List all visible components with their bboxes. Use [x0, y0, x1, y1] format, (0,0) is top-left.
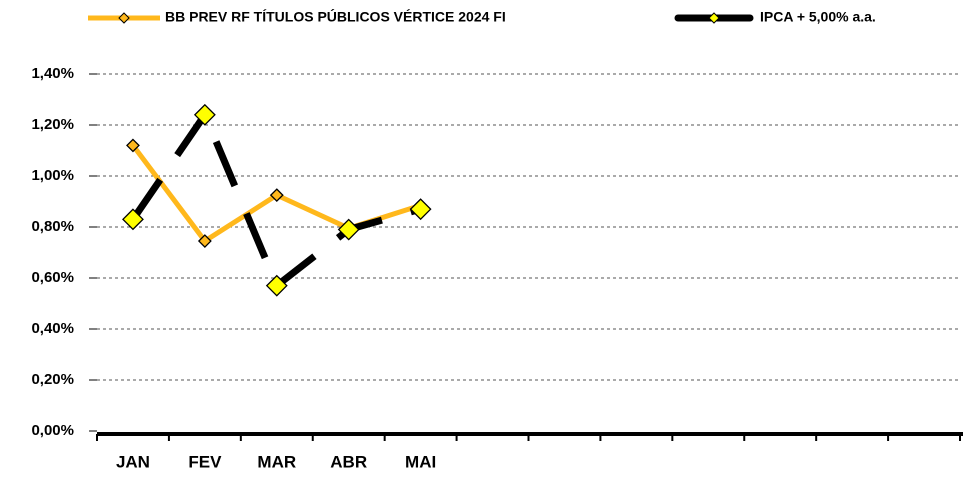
y-tick-label: 0,00% — [31, 422, 74, 439]
y-tick-label: 0,80% — [31, 218, 74, 235]
x-tick-label: ABR — [330, 452, 367, 471]
y-tick-label: 0,20% — [31, 371, 74, 388]
y-tick-label: 0,40% — [31, 320, 74, 337]
x-tick-label: MAR — [257, 452, 296, 471]
x-tick-label: MAI — [405, 452, 436, 471]
data-point — [269, 188, 284, 203]
y-tick-label: 1,20% — [31, 116, 74, 133]
y-tick-label: 1,40% — [31, 65, 74, 82]
legend-label: BB PREV RF TÍTULOS PÚBLICOS VÉRTICE 2024… — [165, 8, 506, 25]
y-tick-label: 1,00% — [31, 167, 74, 184]
data-point — [126, 138, 140, 153]
x-tick-label: FEV — [188, 452, 222, 471]
legend-marker — [118, 12, 130, 24]
legend-marker — [708, 12, 720, 24]
legend-label: IPCA + 5,00% a.a. — [760, 9, 876, 25]
data-point — [122, 208, 144, 231]
x-tick-label: JAN — [116, 452, 150, 471]
data-point — [193, 103, 216, 126]
data-point — [337, 218, 360, 241]
y-tick-label: 0,60% — [31, 269, 74, 286]
data-point — [197, 234, 212, 248]
data-point — [409, 198, 432, 221]
data-point — [265, 274, 288, 297]
